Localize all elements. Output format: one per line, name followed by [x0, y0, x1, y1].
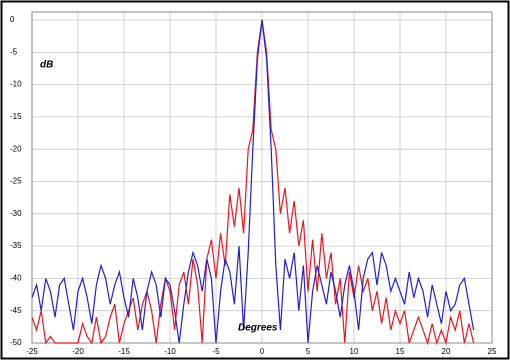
y-tick-label: -20: [10, 144, 22, 153]
y-tick-label: -35: [10, 241, 22, 250]
y-tick-label: 0: [10, 15, 15, 24]
x-tick-label: 15: [396, 347, 405, 356]
x-tick-label: -20: [72, 347, 84, 356]
y-tick-label: -5: [10, 47, 18, 56]
x-tick-label: -15: [118, 347, 130, 356]
x-tick-label: 0: [260, 347, 265, 356]
plot-border: [31, 11, 493, 344]
x-tick-label: -25: [26, 347, 38, 356]
x-tick-label: 20: [442, 347, 451, 356]
x-tick-label: -10: [164, 347, 176, 356]
y-axis-label: dB: [40, 60, 53, 71]
x-tick-label: 5: [306, 347, 311, 356]
y-tick-label: -50: [10, 338, 22, 347]
x-axis-label: Degrees: [238, 323, 278, 334]
series-line: [31, 19, 475, 346]
y-tick-label: -15: [10, 112, 22, 121]
y-tick-label: -10: [10, 80, 22, 89]
y-tick-label: -45: [10, 306, 22, 315]
y-tick-label: -25: [10, 177, 22, 186]
x-tick-label: -5: [212, 347, 220, 356]
x-tick-label: 10: [350, 347, 359, 356]
x-tick-label: 25: [488, 347, 497, 356]
y-tick-label: -30: [10, 209, 22, 218]
series-line: [31, 19, 475, 344]
y-tick-label: -40: [10, 274, 22, 283]
